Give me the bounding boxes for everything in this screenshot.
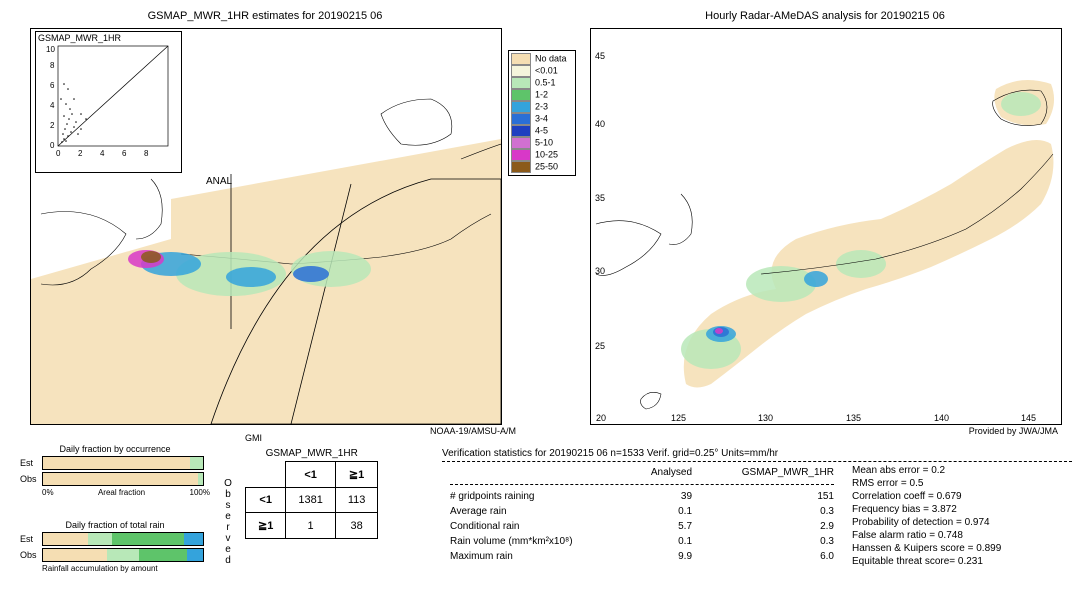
svg-text:8: 8 [50, 61, 55, 70]
svg-text:145: 145 [1021, 413, 1036, 423]
svg-text:0: 0 [56, 149, 61, 158]
table-row: # gridpoints raining39151 [444, 490, 840, 503]
legend-row: 4-5 [511, 125, 573, 137]
legend-row: 2-3 [511, 101, 573, 113]
ct-row1: ≧1 [246, 513, 286, 539]
right-map-title: Hourly Radar-AMeDAS analysis for 2019021… [590, 10, 1060, 22]
fraction-total: Daily fraction of total rain Est Obs Rain… [20, 520, 210, 573]
fo-xleft: 0% [42, 488, 54, 497]
fraction-total-title: Daily fraction of total rain [20, 520, 210, 530]
score-line: RMS error = 0.5 [852, 477, 1072, 490]
legend-row: 10-25 [511, 149, 573, 161]
gmi-label: GMI [245, 433, 262, 443]
score-line: Hanssen & Kuipers score = 0.899 [852, 542, 1072, 555]
table-row: Maximum rain9.96.0 [444, 550, 840, 563]
observed-vertical: Observed [223, 478, 233, 566]
score-line: Frequency bias = 3.872 [852, 503, 1072, 516]
fo-xlabel: Areal fraction [98, 488, 145, 497]
svg-text:4: 4 [100, 149, 105, 158]
svg-text:4: 4 [50, 101, 55, 110]
svg-text:8: 8 [144, 149, 149, 158]
contingency-block: GSMAP_MWR_1HR <1 ≧1 <1 1381 113 ≧1 1 38 [245, 448, 378, 539]
fo-xright: 100% [190, 488, 210, 497]
score-line: Equitable threat score= 0.231 [852, 555, 1072, 568]
left-map: ANAL GSMAP_MWR_1HR 0 2 4 6 8 10 0 2 [30, 28, 502, 425]
svg-text:125: 125 [671, 413, 686, 423]
contingency-title: GSMAP_MWR_1HR [245, 448, 378, 459]
bar-row: Est [20, 532, 210, 546]
fraction-occurrence-title: Daily fraction by occurrence [20, 444, 210, 454]
svg-text:2: 2 [78, 149, 83, 158]
legend-row: 5-10 [511, 137, 573, 149]
svg-text:10: 10 [46, 45, 55, 54]
svg-text:130: 130 [758, 413, 773, 423]
svg-text:20: 20 [596, 413, 606, 423]
color-legend: No data<0.010.5-11-22-33-44-55-1010-2525… [508, 50, 576, 176]
svg-text:135: 135 [846, 413, 861, 423]
bar-row: Obs [20, 548, 210, 562]
ct-col0: <1 [286, 462, 335, 488]
legend-row: 25-50 [511, 161, 573, 173]
verification-block: Verification statistics for 20190215 06 … [442, 448, 1072, 568]
ct-c11: 38 [335, 513, 378, 539]
at-h1: GSMAP_MWR_1HR [700, 466, 840, 479]
legend-row: 1-2 [511, 89, 573, 101]
fraction-occurrence: Daily fraction by occurrence Est Obs 0% A… [20, 444, 210, 497]
right-map: 20 125 130 135 140 145 25 30 35 40 45 [590, 28, 1062, 425]
svg-text:6: 6 [50, 81, 55, 90]
svg-text:0: 0 [50, 141, 55, 150]
svg-text:40: 40 [595, 119, 605, 129]
ct-c01: 113 [335, 488, 378, 513]
at-h0: Analysed [627, 466, 698, 479]
legend-row: 3-4 [511, 113, 573, 125]
score-line: False alarm ratio = 0.748 [852, 529, 1072, 542]
table-row: Conditional rain5.72.9 [444, 520, 840, 533]
inset-title: GSMAP_MWR_1HR [36, 32, 181, 44]
table-row: Rain volume (mm*km²x10⁸)0.10.3 [444, 535, 840, 548]
bar-row: Est [20, 456, 210, 470]
bar-row: Obs [20, 472, 210, 486]
svg-text:6: 6 [122, 149, 127, 158]
verif-header: Verification statistics for 20190215 06 … [442, 448, 1072, 459]
anal-label: ANAL [206, 176, 233, 187]
left-map-footer: NOAA-19/AMSU-A/M [430, 426, 516, 436]
contingency-table: <1 ≧1 <1 1381 113 ≧1 1 38 [245, 461, 378, 539]
analysis-table: Analysed GSMAP_MWR_1HR # gridpoints rain… [442, 464, 842, 565]
score-line: Probability of detection = 0.974 [852, 516, 1072, 529]
ct-col1: ≧1 [335, 462, 378, 488]
score-line: Mean abs error = 0.2 [852, 464, 1072, 477]
svg-text:30: 30 [595, 266, 605, 276]
svg-text:140: 140 [934, 413, 949, 423]
legend-row: No data [511, 53, 573, 65]
legend-row: 0.5-1 [511, 77, 573, 89]
svg-text:25: 25 [595, 341, 605, 351]
inset-scatter: GSMAP_MWR_1HR 0 2 4 6 8 10 0 2 4 6 8 [35, 31, 182, 173]
legend-row: <0.01 [511, 65, 573, 77]
svg-text:2: 2 [50, 121, 55, 130]
score-list: Mean abs error = 0.2RMS error = 0.5Corre… [842, 464, 1072, 568]
left-map-title: GSMAP_MWR_1HR estimates for 20190215 06 [30, 10, 500, 22]
svg-text:45: 45 [595, 51, 605, 61]
table-row: Average rain0.10.3 [444, 505, 840, 518]
ct-c10: 1 [286, 513, 335, 539]
right-map-footer: Provided by JWA/JMA [969, 426, 1058, 436]
ct-c00: 1381 [286, 488, 335, 513]
score-line: Correlation coeff = 0.679 [852, 490, 1072, 503]
ct-row0: <1 [246, 488, 286, 513]
ft-xlabel: Rainfall accumulation by amount [42, 564, 210, 573]
svg-text:35: 35 [595, 193, 605, 203]
